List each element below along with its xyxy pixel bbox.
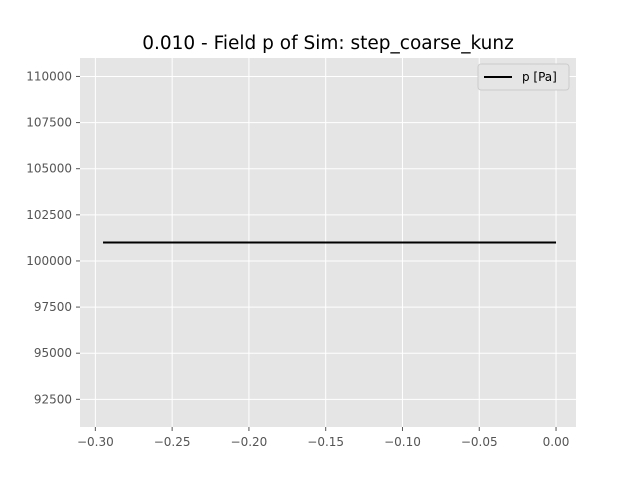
y-axis: 92500 95000 97500 100000 102500 105000 107500 1…: [26, 69, 80, 406]
x-tick-label: −0.15: [307, 435, 344, 449]
chart-title: 0.010 - Field p of Sim: step_coarse_kunz: [142, 33, 514, 54]
y-tick-label: 105000: [26, 162, 72, 176]
x-axis: −0.30 −0.25 −0.20 −0.15 −0.10 −0.05 0.00: [77, 427, 569, 449]
x-tick-label: −0.05: [461, 435, 498, 449]
y-tick-label: 107500: [26, 116, 72, 130]
x-tick-label: −0.20: [231, 435, 268, 449]
x-tick-label: −0.30: [77, 435, 114, 449]
legend-label: p [Pa]: [522, 70, 557, 84]
y-tick-label: 95000: [34, 346, 72, 360]
y-tick-label: 102500: [26, 208, 72, 222]
x-tick-label: −0.25: [154, 435, 191, 449]
legend: p [Pa]: [477, 63, 570, 91]
y-tick-label: 92500: [34, 392, 72, 406]
grid-lines: [80, 58, 576, 427]
y-tick-label: 110000: [26, 69, 72, 83]
y-tick-label: 100000: [26, 254, 72, 268]
legend-box: [477, 63, 570, 91]
x-tick-label: −0.10: [384, 435, 421, 449]
x-tick-label: 0.00: [543, 435, 570, 449]
y-tick-label: 97500: [34, 300, 72, 314]
